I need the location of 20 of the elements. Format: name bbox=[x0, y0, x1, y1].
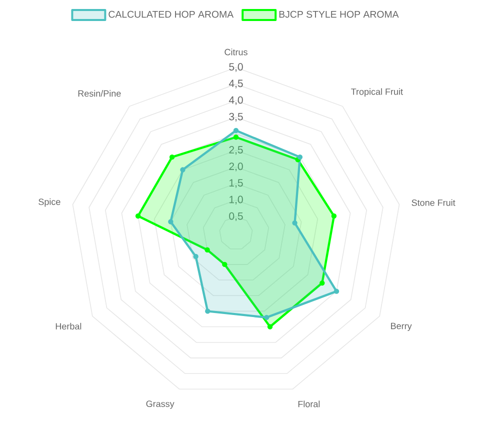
spoke-label: Citrus bbox=[224, 48, 248, 56]
y-tick-label: 2,0 bbox=[229, 162, 243, 172]
y-tick-label: 2,5 bbox=[229, 146, 243, 155]
spoke-label: Stone Fruit bbox=[412, 199, 456, 206]
spoke-label: Floral bbox=[298, 400, 320, 408]
spoke-label: Resin/Pine bbox=[78, 90, 121, 97]
spoke-label: Berry bbox=[391, 322, 412, 331]
spoke-label: Grassy bbox=[146, 400, 174, 409]
y-tick-label: 3,5 bbox=[229, 112, 243, 122]
y-tick-label: 1,0 bbox=[230, 196, 243, 204]
y-tick-label: 4,0 bbox=[228, 96, 243, 105]
legend-label: BJCP STYLE HOP AROMA bbox=[279, 10, 399, 18]
y-tick-label: 0,5 bbox=[229, 212, 243, 222]
y-tick-label: 5,0 bbox=[229, 63, 243, 72]
y-tick-label: 4,5 bbox=[228, 80, 243, 88]
spoke-label: Tropical Fruit bbox=[351, 88, 403, 97]
spoke-label: Spice bbox=[38, 198, 60, 207]
spoke-label: Herbal bbox=[56, 322, 82, 330]
legend-label: CALCULATED HOP AROMA bbox=[108, 10, 234, 18]
y-tick-label: 1,5 bbox=[230, 179, 243, 188]
